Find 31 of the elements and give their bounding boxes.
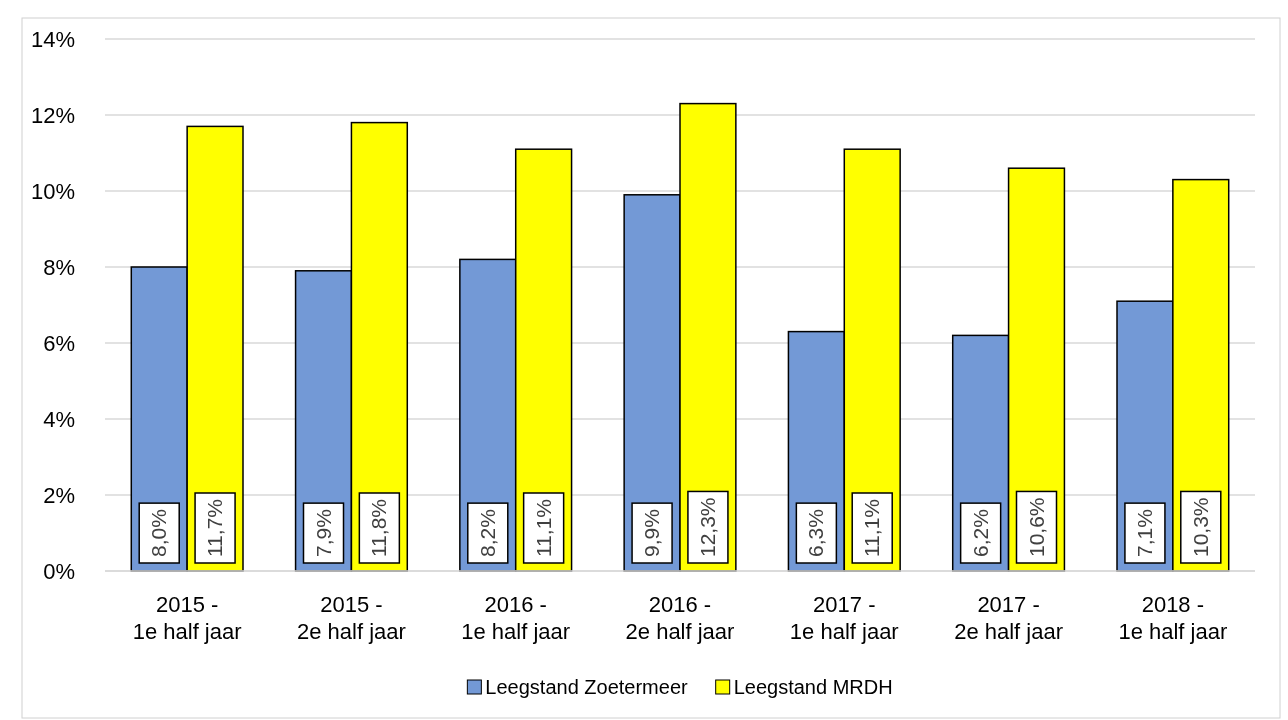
x-tick-label: 2016 - 2e half jaar: [625, 592, 735, 644]
data-label: 9,9%: [640, 509, 664, 557]
data-label: 8,0%: [147, 509, 171, 557]
data-label: 6,2%: [968, 509, 992, 557]
data-label: 10,3%: [1188, 497, 1212, 557]
x-tick-label: 2017 - 1e half jaar: [789, 592, 899, 644]
y-tick-label: 14%: [30, 26, 75, 52]
data-label: 11,7%: [203, 499, 227, 557]
x-tick-label: 2016 - 1e half jaar: [461, 592, 571, 644]
data-label: 11,1%: [860, 499, 884, 557]
data-label: 6,3%: [804, 509, 828, 557]
y-tick-label: 10%: [30, 178, 75, 204]
data-label: 11,1%: [531, 499, 555, 557]
y-tick-label: 12%: [30, 102, 75, 128]
x-tick-label: 2018 - 1e half jaar: [1118, 592, 1228, 644]
data-label: 10,6%: [1024, 497, 1048, 557]
data-label: 7,1%: [1132, 509, 1156, 557]
data-label: 8,2%: [475, 509, 499, 557]
x-tick-label: 2015 - 2e half jaar: [297, 592, 406, 644]
legend-label: Leegstand MRDH: [733, 676, 893, 698]
y-tick-label: 6%: [43, 330, 75, 356]
y-tick-label: 4%: [43, 406, 75, 432]
data-label: 12,3%: [695, 497, 719, 557]
y-tick-label: 8%: [43, 254, 75, 280]
x-tick-label: 2017 - 2e half jaar: [954, 592, 1063, 644]
data-label: 11,8%: [367, 499, 391, 557]
y-tick-label: 0%: [43, 558, 75, 584]
legend-label: Leegstand Zoetermeer: [485, 676, 689, 698]
data-label: 7,9%: [311, 509, 335, 557]
x-tick-label: 2015 - 1e half jaar: [132, 592, 242, 644]
y-tick-label: 2%: [43, 482, 75, 508]
